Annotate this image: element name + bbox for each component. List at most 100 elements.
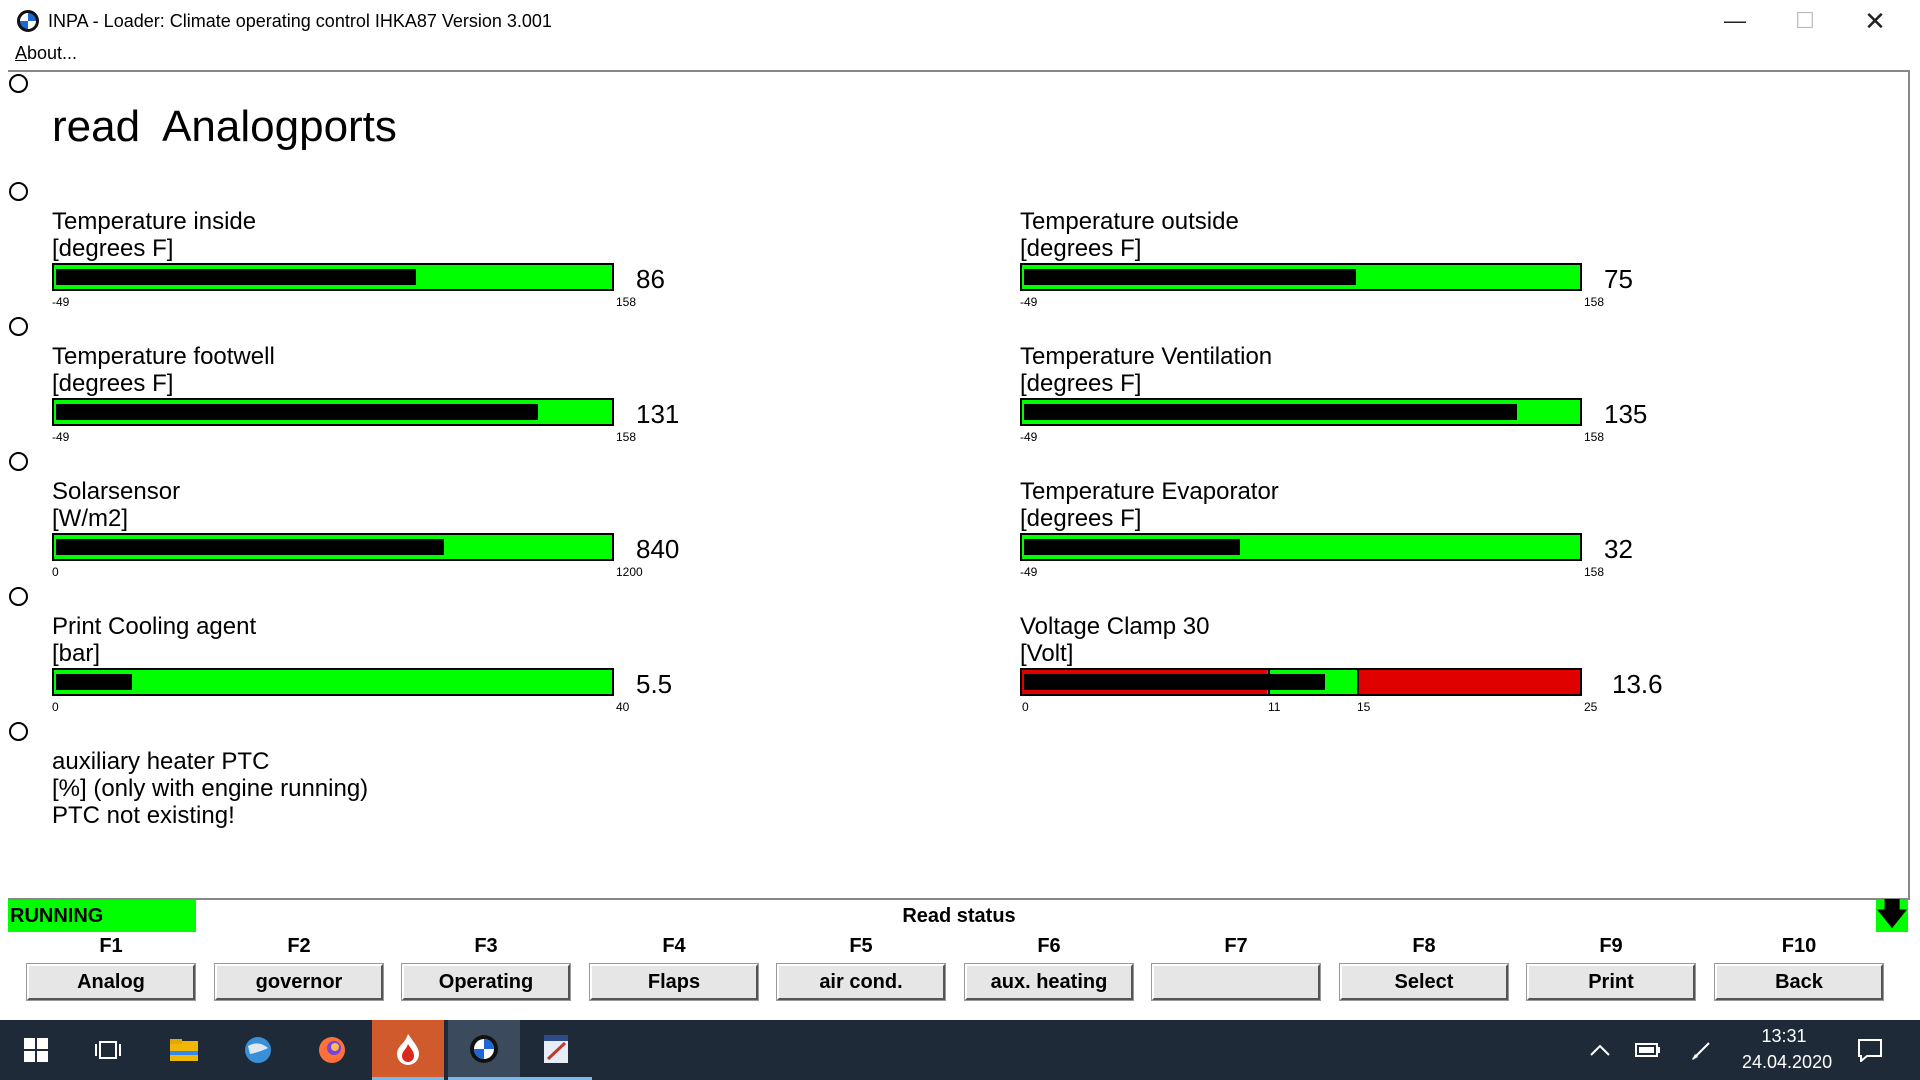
gauge-min: 0 — [52, 700, 59, 714]
radio-button[interactable] — [9, 587, 28, 606]
clock-date[interactable]: 24.04.2020 — [1742, 1052, 1833, 1072]
gauge-min: -49 — [52, 430, 70, 444]
gauge-value: 13.6 — [1612, 669, 1663, 699]
function-key-bar: F1 Analog F2 governor F3 Operating F4 Fl… — [8, 932, 1910, 1012]
gauge-min: 0 — [52, 565, 59, 579]
fkey-label-f7: F7 — [1224, 935, 1248, 957]
gauge-title: Voltage Clamp 30 — [1020, 613, 1210, 640]
gauge-bar — [52, 668, 614, 696]
gauge-max: 158 — [1584, 430, 1605, 444]
gauge-min: -49 — [52, 295, 70, 309]
gauge-bar — [1020, 533, 1582, 561]
gauge-title: Temperature Evaporator — [1020, 478, 1279, 505]
minimize-button[interactable]: — — [1724, 8, 1746, 33]
f10-back-button[interactable]: Back — [1714, 963, 1884, 1001]
f8-select-button[interactable]: Select — [1339, 963, 1509, 1001]
status-text: Read status — [902, 905, 1016, 927]
gauge-bar — [52, 533, 614, 561]
gauge-threshold-high — [1357, 670, 1359, 694]
gauge-bar — [1020, 263, 1582, 291]
chevron-up-icon[interactable] — [1562, 1020, 1638, 1080]
radio-button[interactable] — [9, 452, 28, 471]
f6-aux-heating-button[interactable]: aux. heating — [964, 963, 1134, 1001]
f9-print-button[interactable]: Print — [1526, 963, 1696, 1001]
editor-app-icon[interactable] — [520, 1020, 592, 1080]
arrow-down-icon[interactable]: 🡇 — [1876, 898, 1908, 932]
f7-empty-button[interactable] — [1151, 963, 1321, 1001]
gauge-temperature-ventilation: Temperature Ventilation [degrees F] 135 … — [1020, 343, 1740, 463]
gauge-temperature-inside: Temperature inside [degrees F] 86 -49 15… — [52, 208, 772, 328]
bmw-app-icon[interactable] — [448, 1020, 520, 1080]
radio-button[interactable] — [9, 722, 28, 741]
f2-governor-button[interactable]: governor — [214, 963, 384, 1001]
fkey-label-f4: F4 — [662, 935, 686, 957]
gauge-max: 1200 — [616, 565, 643, 579]
gauge-unit: [degrees F] — [52, 235, 174, 262]
f5-air-cond-button[interactable]: air cond. — [776, 963, 946, 1001]
windows-start-icon[interactable] — [0, 1020, 72, 1080]
gauge-fill — [1024, 674, 1325, 690]
gauge-min: 0 — [1022, 700, 1029, 714]
fkey-label-f2: F2 — [287, 935, 311, 957]
gauge-bar — [52, 398, 614, 426]
gauge-print-cooling-agent: Print Cooling agent [bar] 5.5 0 40 — [52, 613, 772, 733]
gauge-title: Print Cooling agent — [52, 613, 257, 640]
fkey-label-f6: F6 — [1037, 935, 1061, 957]
globe-browser-icon[interactable] — [222, 1020, 294, 1080]
gauge-max: 158 — [1584, 295, 1605, 309]
gauge-value: 32 — [1604, 534, 1633, 564]
window-title: INPA - Loader: Climate operating control… — [48, 10, 552, 31]
gauge-threshold-low — [1268, 670, 1270, 694]
maximize-button[interactable]: ☐ — [1795, 8, 1815, 33]
menu-bar: About... — [8, 42, 1912, 70]
firefox-icon[interactable] — [296, 1020, 368, 1080]
gauge-fill — [1024, 404, 1517, 420]
radio-button[interactable] — [9, 317, 28, 336]
close-button[interactable]: ✕ — [1864, 5, 1886, 36]
f1-analog-button[interactable]: Analog — [26, 963, 196, 1001]
gauge-unit: [degrees F] — [1020, 505, 1142, 532]
file-explorer-icon[interactable] — [148, 1020, 220, 1080]
gauge-temperature-evaporator: Temperature Evaporator [degrees F] 32 -4… — [1020, 478, 1740, 598]
battery-icon[interactable] — [1612, 1020, 1684, 1080]
f3-operating-button[interactable]: Operating — [401, 963, 571, 1001]
gauge-fill — [1024, 269, 1356, 285]
fkey-label-f1: F1 — [99, 935, 123, 957]
fkey-label-f10: F10 — [1781, 935, 1817, 957]
gauge-voltage-clamp-30: Voltage Clamp 30 [Volt] 13.6 0 11 15 25 — [1020, 613, 1740, 733]
clock-time[interactable]: 13:31 — [1761, 1026, 1807, 1046]
gauge-min: -49 — [1020, 430, 1038, 444]
gauge-fill — [56, 674, 132, 690]
radio-button[interactable] — [9, 182, 28, 201]
task-view-icon[interactable] — [72, 1020, 144, 1080]
radio-button[interactable] — [9, 74, 28, 93]
gauge-title: Temperature footwell — [52, 343, 275, 370]
gauge-min: -49 — [1020, 565, 1038, 579]
menu-about[interactable]: About... — [15, 43, 78, 63]
gauge-unit: [degrees F] — [52, 370, 174, 397]
ptc-note: PTC not existing! — [52, 802, 235, 829]
gauge-max: 40 — [616, 700, 630, 714]
gauge-bar — [1020, 668, 1582, 696]
content-area: read Analogports Temperature inside [deg… — [8, 70, 1910, 898]
gauge-solarsensor: Solarsensor [W/m2] 840 0 1200 — [52, 478, 772, 598]
gauge-min: -49 — [1020, 295, 1038, 309]
status-bar: RUNNING Read status 🡇 — [8, 898, 1910, 932]
fkey-label-f3: F3 — [474, 935, 498, 957]
fkey-label-f5: F5 — [849, 935, 873, 957]
notification-icon[interactable] — [1834, 1020, 1906, 1080]
gauge-unit: [W/m2] — [52, 505, 128, 532]
gauge-bar — [52, 263, 614, 291]
gauge-max: 158 — [616, 295, 637, 309]
gauge-max: 158 — [1584, 565, 1605, 579]
flame-app-icon[interactable] — [372, 1020, 444, 1080]
gauge-bar — [1020, 398, 1582, 426]
f4-flaps-button[interactable]: Flaps — [589, 963, 759, 1001]
taskbar: 13:31 24.04.2020 — [0, 1020, 1920, 1080]
gauge-title: Temperature Ventilation — [1020, 343, 1273, 370]
fkey-label-f8: F8 — [1412, 935, 1436, 957]
fkey-label-f9: F9 — [1599, 935, 1623, 957]
gauge-unit: [degrees F] — [1020, 370, 1142, 397]
gauge-fill — [56, 539, 444, 555]
pen-icon[interactable] — [1666, 1020, 1738, 1080]
